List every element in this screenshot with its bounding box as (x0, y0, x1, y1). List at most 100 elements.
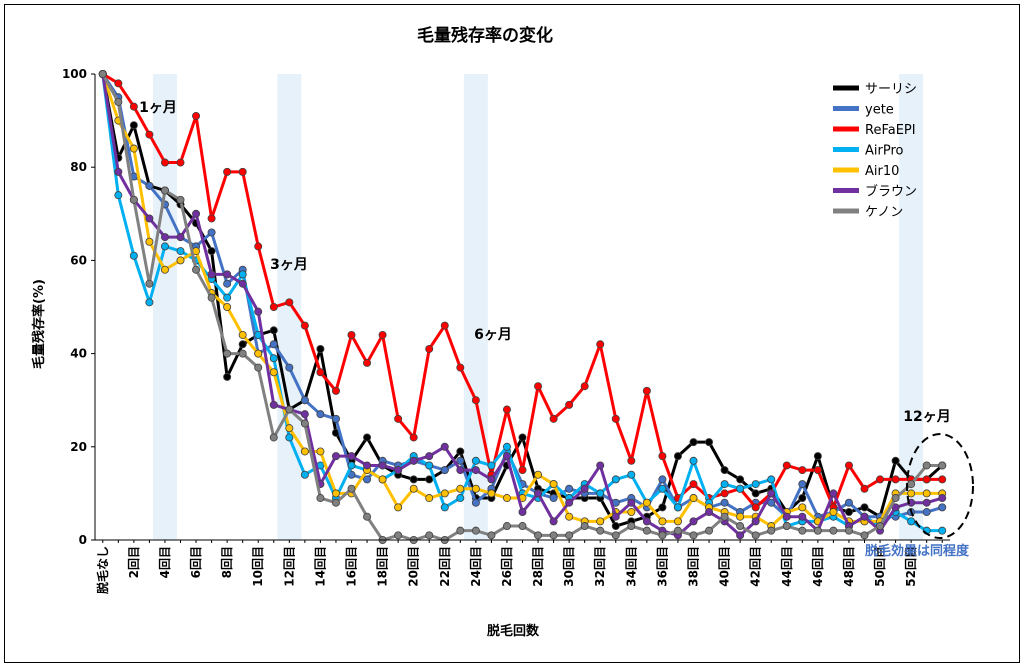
data-point (907, 489, 916, 498)
data-point (642, 498, 651, 507)
data-point (798, 480, 807, 489)
data-point (565, 498, 574, 507)
data-point (238, 270, 247, 279)
data-point (922, 508, 931, 517)
data-point (129, 195, 138, 204)
data-point (627, 456, 636, 465)
data-point (518, 508, 527, 517)
data-point (285, 405, 294, 414)
x-tick-label: 30回目 (562, 546, 576, 587)
data-point (456, 484, 465, 493)
legend-label: yete (865, 103, 894, 118)
data-point (891, 475, 900, 484)
data-point (425, 494, 434, 503)
x-tick-label: 40回目 (718, 546, 732, 587)
x-tick-label: 42回目 (749, 546, 763, 587)
data-point (658, 517, 667, 526)
chart-title: 毛量残存率の変化 (417, 25, 553, 46)
legend-label: ケノン (865, 205, 903, 220)
data-point (223, 167, 232, 176)
data-point (565, 484, 574, 493)
data-point (285, 424, 294, 433)
x-tick-label: 38回目 (687, 546, 701, 587)
data-point (580, 382, 589, 391)
x-tick-label: 52回目 (904, 546, 918, 587)
data-point (534, 489, 543, 498)
data-point (829, 526, 838, 535)
data-point (238, 349, 247, 358)
data-point (192, 209, 201, 218)
data-point (114, 191, 123, 200)
data-point (394, 531, 403, 540)
data-point (440, 321, 449, 330)
x-tick-label: 28回目 (531, 546, 545, 587)
x-tick-label: 48回目 (842, 546, 856, 587)
data-point (487, 489, 496, 498)
x-axis-ticks: 脱毛なし 2回目 4回目 6回目 8回目 10回目 12回目 14回目 16回目 18回目 20回目… (95, 540, 943, 594)
data-point (363, 512, 372, 521)
data-point (751, 503, 760, 512)
data-point (269, 302, 278, 311)
data-point (254, 349, 263, 358)
data-point (145, 279, 154, 288)
data-point (502, 522, 511, 531)
data-point (409, 475, 418, 484)
x-tick-label: 24回目 (469, 546, 483, 587)
data-point (938, 526, 947, 535)
line-chart: 毛量残存率の変化 0 20 40 60 80 100 脱毛なし 2回目 4回目 6回目 8回目 10… (31, 25, 974, 639)
data-point (673, 526, 682, 535)
data-point (316, 368, 325, 377)
data-point (223, 270, 232, 279)
data-point (751, 480, 760, 489)
data-point (720, 489, 729, 498)
y-tick-label: 100 (62, 67, 87, 81)
chart-frame: 毛量残存率の変化 0 20 40 60 80 100 脱毛なし 2回目 4回目 6回目 8回目 10… (4, 4, 1020, 663)
data-point (782, 522, 791, 531)
data-point (642, 517, 651, 526)
data-point (767, 475, 776, 484)
note-label: 脱毛効果は同程度 (865, 543, 970, 559)
period-band (277, 74, 302, 540)
data-point (627, 508, 636, 517)
data-point (300, 396, 309, 405)
data-point (160, 233, 169, 242)
data-point (502, 442, 511, 451)
data-point (705, 526, 714, 535)
y-tick-label: 40 (70, 347, 87, 361)
data-point (254, 363, 263, 372)
data-point (300, 447, 309, 456)
data-point (254, 307, 263, 316)
data-point (269, 368, 278, 377)
data-point (471, 396, 480, 405)
data-point (627, 470, 636, 479)
data-point (254, 242, 263, 251)
data-point (844, 508, 853, 517)
data-point (673, 517, 682, 526)
data-point (876, 522, 885, 531)
data-point (658, 475, 667, 484)
data-point (363, 433, 372, 442)
data-point (907, 517, 916, 526)
data-point (891, 494, 900, 503)
data-point (938, 494, 947, 503)
data-point (456, 447, 465, 456)
data-point (425, 475, 434, 484)
data-point (627, 498, 636, 507)
data-point (331, 386, 340, 395)
data-point (207, 228, 216, 237)
data-point (347, 330, 356, 339)
data-point (689, 456, 698, 465)
legend-label: AirPro (865, 144, 904, 159)
data-point (269, 354, 278, 363)
data-point (736, 512, 745, 521)
x-tick-label: 6回目 (189, 546, 203, 578)
x-tick-label: 32回目 (593, 546, 607, 587)
x-tick-label: 8回目 (220, 546, 234, 578)
data-point (596, 461, 605, 470)
x-axis-label: 脱毛回数 (487, 623, 540, 639)
data-point (207, 214, 216, 223)
x-tick-label: 10回目 (251, 546, 265, 587)
data-point (223, 293, 232, 302)
data-point (316, 494, 325, 503)
